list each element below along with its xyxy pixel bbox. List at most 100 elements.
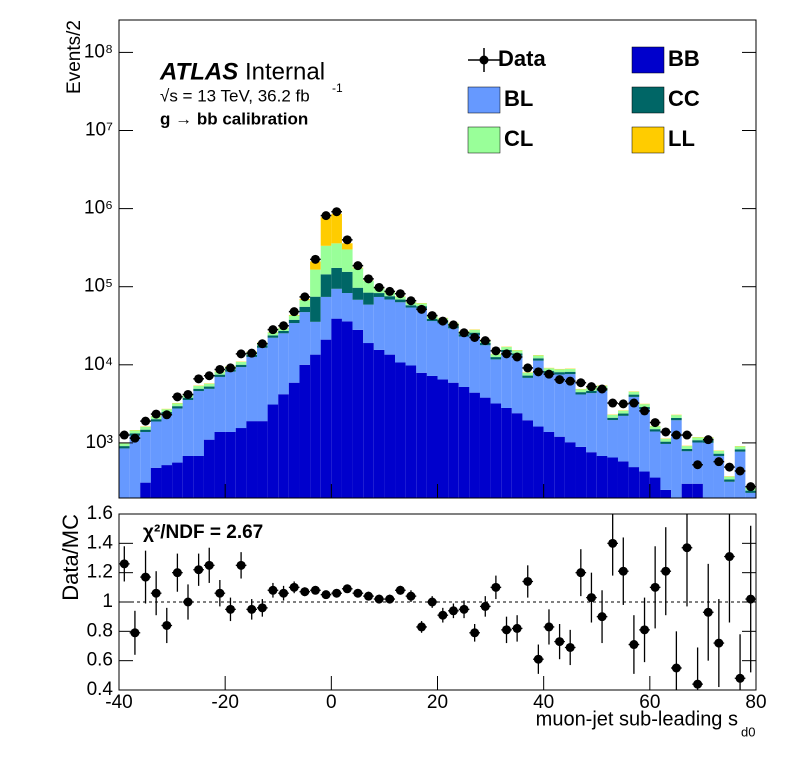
stack-segment xyxy=(554,436,565,498)
stack-segment xyxy=(533,426,544,498)
legend-swatch xyxy=(467,126,501,154)
stack-segment xyxy=(649,431,661,478)
stack-segment xyxy=(511,413,523,498)
data-point xyxy=(618,399,628,409)
stack-segment xyxy=(649,477,661,498)
stack-segment xyxy=(172,408,183,463)
stack-segment xyxy=(373,296,385,350)
x-tick-label: 20 xyxy=(427,692,448,713)
stack-segment xyxy=(203,383,215,387)
stack-segment xyxy=(331,288,342,319)
stack-segment xyxy=(596,455,608,498)
data-point xyxy=(735,466,745,476)
legend-label: Data xyxy=(498,46,546,71)
stack-segment xyxy=(639,471,650,498)
data-point xyxy=(714,457,724,467)
ratio-plot xyxy=(119,514,756,690)
data-point xyxy=(363,274,373,284)
legend-label: CL xyxy=(504,126,533,151)
stack-segment xyxy=(713,455,725,498)
stack-segment xyxy=(501,347,512,350)
stack-segment xyxy=(416,308,427,373)
stack-segment xyxy=(617,413,629,416)
stack-segment xyxy=(288,323,300,383)
data-point xyxy=(555,375,565,385)
stack-segment xyxy=(479,397,491,498)
stack-segment xyxy=(235,364,247,368)
stack-segment xyxy=(501,352,512,408)
x-tick-label: -40 xyxy=(105,692,132,713)
legend-marker xyxy=(479,55,489,65)
stack-segment xyxy=(703,503,714,507)
stack-segment xyxy=(617,461,629,498)
data-point xyxy=(215,364,225,374)
stack-segment xyxy=(628,396,640,468)
stack-segment xyxy=(713,453,725,456)
stack-segment xyxy=(203,439,215,498)
stack-segment xyxy=(490,354,502,358)
stack-segment xyxy=(681,446,693,449)
stack-segment xyxy=(140,431,151,483)
x-tick-label: 80 xyxy=(745,692,766,713)
y-tick-label: 10⁸ xyxy=(84,41,113,62)
stack-segment xyxy=(130,503,141,515)
data-point xyxy=(533,367,543,377)
stack-segment xyxy=(341,321,353,498)
energy-label: √s = 13 TeV, 36.2 fb xyxy=(160,86,310,105)
stack-segment xyxy=(681,448,693,452)
stack-segment xyxy=(522,372,534,376)
stack-segment xyxy=(692,437,703,441)
stack-segment xyxy=(533,358,544,361)
data-point xyxy=(671,430,681,440)
stack-segment xyxy=(352,329,364,498)
stack-segment xyxy=(586,452,597,498)
stack-segment xyxy=(267,335,279,338)
stack-segment xyxy=(299,306,311,313)
stack-segment xyxy=(320,245,332,275)
stack-segment xyxy=(564,442,576,498)
stack-segment xyxy=(639,409,650,472)
stack-segment xyxy=(522,375,534,378)
stack-segment xyxy=(479,345,491,398)
stack-segment xyxy=(416,303,427,307)
stack-segment xyxy=(172,403,183,407)
data-point xyxy=(194,374,204,384)
stack-segment xyxy=(373,293,385,297)
stack-segment xyxy=(225,431,236,498)
status-label: Internal xyxy=(245,58,325,85)
legend-label: BL xyxy=(504,86,533,111)
data-point xyxy=(353,261,363,271)
stack-segment xyxy=(119,503,130,521)
data-point xyxy=(332,207,342,217)
stack-segment xyxy=(692,440,703,443)
stack-segment xyxy=(745,503,756,529)
data-point xyxy=(247,348,257,358)
stack-segment xyxy=(469,392,480,498)
stack-segment xyxy=(363,343,374,498)
stack-segment xyxy=(395,299,406,303)
stack-segment xyxy=(299,300,311,307)
legend: Data BB BL CC CL LL xyxy=(467,46,700,154)
data-point xyxy=(172,392,182,402)
data-point xyxy=(608,398,618,408)
stack-segment xyxy=(511,355,523,414)
stack-segment xyxy=(150,419,162,422)
data-point xyxy=(459,328,469,338)
stack-segment xyxy=(724,479,735,482)
stack-segment xyxy=(554,372,565,375)
data-point xyxy=(395,289,405,299)
stack-segment xyxy=(310,261,321,270)
stack-segment xyxy=(310,321,321,355)
stack-segment xyxy=(119,448,130,498)
stack-segment xyxy=(161,414,173,466)
stack-segment xyxy=(649,429,661,432)
stack-segment xyxy=(331,213,342,244)
data-point xyxy=(544,369,554,379)
stack-segment xyxy=(628,467,640,498)
data-point xyxy=(448,320,458,330)
stack-segment xyxy=(628,391,640,395)
data-point xyxy=(640,406,650,416)
data-point xyxy=(162,410,172,420)
data-point xyxy=(703,435,713,445)
data-point xyxy=(470,332,480,342)
